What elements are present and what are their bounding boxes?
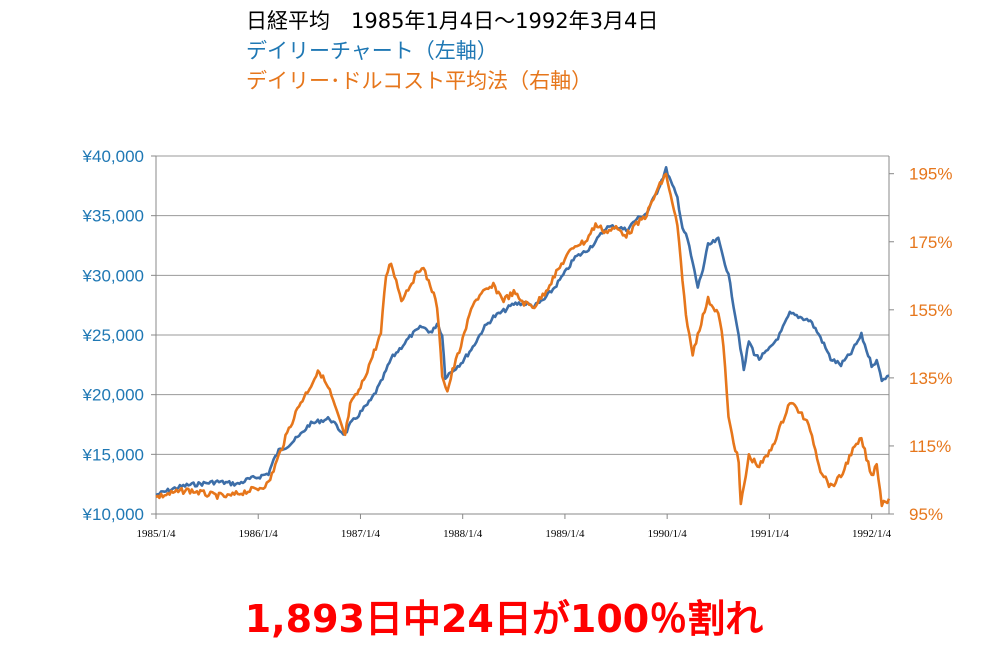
x-tick-label: 1986/1/4 [239, 528, 279, 540]
gridlines [151, 155, 894, 515]
left-tick-label: ¥20,000 [82, 386, 144, 405]
x-tick-label: 1991/1/4 [750, 528, 790, 540]
x-tick-label: 1989/1/4 [545, 528, 585, 540]
right-tick-label: 175% [909, 233, 952, 252]
right-tick-label: 155% [909, 301, 952, 320]
left-tick-label: ¥10,000 [82, 505, 144, 524]
x-tick-label: 1988/1/4 [443, 528, 483, 540]
chart-title: 日経平均 1985年1月4日〜1992年3月4日 [246, 9, 659, 33]
right-tick-label: 135% [909, 369, 952, 388]
right-tick-label: 95% [909, 505, 943, 524]
series-line-dollar-cost [155, 172, 891, 508]
subtitle-daily-chart: デイリーチャート（左軸） [246, 39, 498, 63]
x-tick-label: 1987/1/4 [341, 528, 381, 540]
x-tick-label: 1990/1/4 [648, 528, 688, 540]
subtitle-dollar-cost: デイリー･ドルコスト平均法（右軸） [246, 69, 593, 93]
x-tick-label: 1992/1/4 [852, 528, 892, 540]
left-axis-ticks: ¥10,000 ¥15,000 ¥20,000 ¥25,000 ¥30,000 ¥35,0… [82, 147, 144, 524]
right-tick-label: 195% [909, 165, 952, 184]
right-axis-ticks: 95% 115% 135% 155% 175% 195% [909, 165, 952, 524]
chart-title-block: 日経平均 1985年1月4日〜1992年3月4日 デイリーチャート（左軸） デイ… [246, 6, 658, 96]
left-tick-label: ¥15,000 [82, 445, 144, 464]
x-axis-ticks: 1985/1/4 1986/1/4 1987/1/4 1988/1/4 1989/1/4… [136, 514, 892, 540]
left-tick-label: ¥30,000 [82, 266, 144, 285]
left-tick-label: ¥35,000 [82, 207, 144, 226]
x-tick-label: 1985/1/4 [136, 528, 176, 540]
right-tick-label: 115% [909, 437, 951, 456]
left-tick-label: ¥25,000 [82, 326, 144, 345]
left-tick-label: ¥40,000 [82, 147, 144, 166]
series-lines [155, 166, 891, 508]
footer-note: 1,893日中24日が100％割れ [244, 597, 764, 641]
series-line-nikkei-daily [155, 166, 890, 497]
